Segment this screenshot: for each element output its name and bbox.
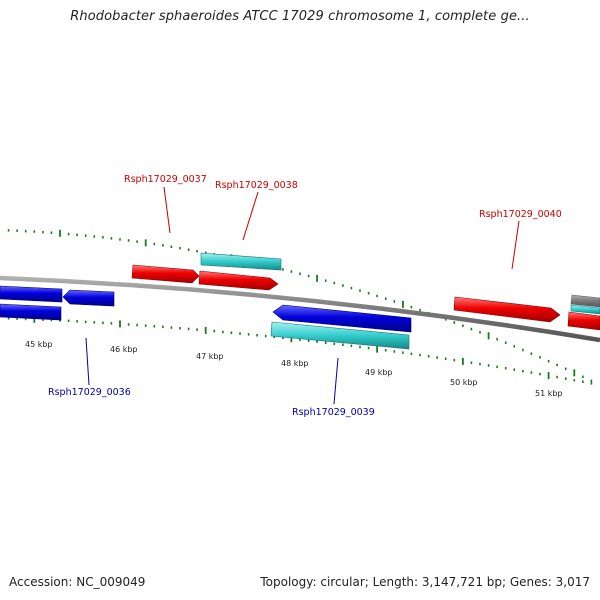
- cds-feature-0038[interactable]: [200, 252, 282, 271]
- gene-feature-left-edge[interactable]: [0, 285, 63, 303]
- gene-label-0039[interactable]: Rsph17029_0039: [292, 407, 375, 418]
- gene-feature-0036[interactable]: [62, 289, 115, 307]
- label-callouts: [85, 186, 520, 405]
- cds-feature-0039[interactable]: [270, 321, 410, 350]
- genome-backbone: [0, 275, 600, 343]
- gene-feature-left-edge-2[interactable]: [0, 303, 62, 321]
- gene-label-0037[interactable]: Rsph17029_0037: [124, 174, 207, 185]
- genome-summary: Topology: circular; Length: 3,147,721 bp…: [260, 575, 590, 589]
- gene-feature-0037[interactable]: [131, 264, 200, 284]
- gene-feature-0039[interactable]: [272, 304, 412, 333]
- gene-feature-offscreen-red[interactable]: [567, 311, 600, 331]
- cds-feature-offscreen[interactable]: [570, 304, 600, 315]
- gene-feature-0040[interactable]: [453, 296, 561, 323]
- reverse-strand-track: [0, 285, 412, 350]
- gene-labels: Rsph17029_0037 Rsph17029_0038 Rsph17029_…: [48, 174, 562, 418]
- accession-label: Accession: NC_009049: [9, 575, 146, 589]
- gene-feature-offscreen-top[interactable]: [570, 294, 600, 308]
- gene-label-0036[interactable]: Rsph17029_0036: [48, 387, 131, 398]
- gene-feature-0038[interactable]: [198, 270, 279, 291]
- kbp-label: 45 kbp: [25, 340, 53, 349]
- inner-tick-ring: [7, 315, 593, 385]
- map-title: Rhodobacter sphaeroides ATCC 17029 chrom…: [70, 9, 530, 24]
- kbp-label: 48 kbp: [281, 359, 309, 368]
- kbp-label: 51 kbp: [535, 389, 563, 398]
- kbp-label: 49 kbp: [365, 368, 393, 377]
- kbp-scale-labels: 45 kbp 46 kbp 47 kbp 48 kbp 49 kbp 50 kb…: [25, 340, 563, 398]
- gene-label-0040[interactable]: Rsph17029_0040: [479, 209, 562, 220]
- kbp-label: 46 kbp: [110, 345, 138, 354]
- forward-strand-track: [131, 252, 600, 331]
- outer-tick-ring: [7, 229, 593, 383]
- gene-label-0038[interactable]: Rsph17029_0038: [215, 180, 298, 191]
- kbp-label: 47 kbp: [196, 352, 224, 361]
- kbp-label: 50 kbp: [450, 378, 478, 387]
